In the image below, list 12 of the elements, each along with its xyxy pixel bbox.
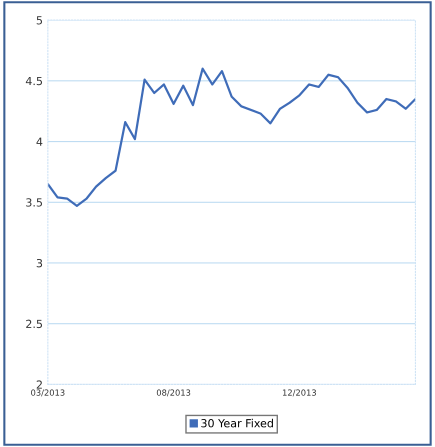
x-tick-label: 08/2013 [156, 389, 190, 396]
line-series [48, 68, 416, 208]
x-tick-label: 03/2013 [31, 389, 64, 396]
legend-label: 30 Year Fixed [201, 418, 273, 428]
y-tick-label: 2.5 [26, 320, 42, 328]
y-tick-label: 4 [36, 138, 42, 146]
y-tick-label: 4.5 [26, 76, 42, 86]
y-tick-label: 3.5 [26, 198, 42, 207]
y-tick-label: 2 [36, 380, 42, 389]
y-tick-label: 3 [36, 258, 42, 268]
y-tick-label: 5 [36, 16, 42, 24]
x-tick-label: 12/2013 [282, 389, 316, 396]
